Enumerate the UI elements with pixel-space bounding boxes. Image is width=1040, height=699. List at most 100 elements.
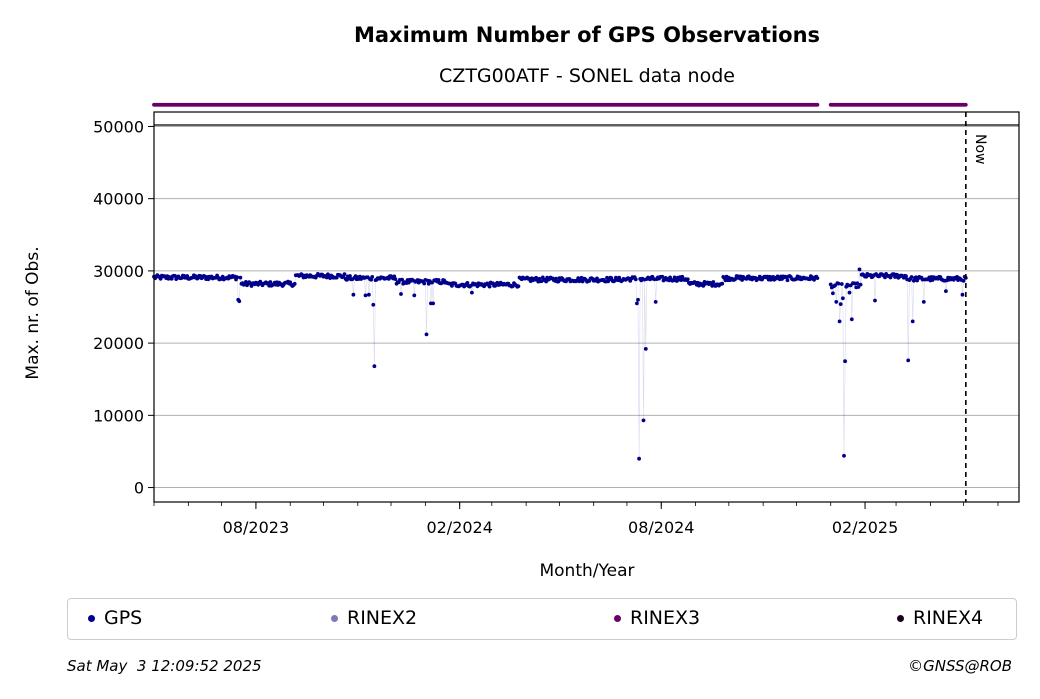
gps-point <box>292 281 297 286</box>
gps-point <box>370 275 375 279</box>
chart-svg: Maximum Number of GPS Observations CZTG0… <box>23 23 1020 581</box>
axes: 0 10000 20000 30000 40000 50000 08/2023 02/2024… <box>93 111 1020 537</box>
gps-point <box>815 276 820 280</box>
legend-item-gps: GPS <box>88 607 142 629</box>
y-tick-label: 50000 <box>93 117 144 136</box>
gps-point <box>685 277 690 282</box>
y-tick-label: 30000 <box>93 262 144 281</box>
gps-point <box>720 281 725 286</box>
plot-area: Now <box>152 102 1019 502</box>
gps-point <box>849 317 854 322</box>
gps-point <box>487 284 492 289</box>
gps-point <box>424 332 429 337</box>
x-tick-label: 02/2025 <box>832 518 898 537</box>
gps-point <box>612 278 617 283</box>
gps-point <box>235 275 240 280</box>
gps-point <box>400 277 404 282</box>
plot-frame <box>153 111 1020 503</box>
x-tick-label: 08/2024 <box>628 518 694 537</box>
gps-point <box>470 290 474 295</box>
y-axis-label: Max. nr. of Obs. <box>23 246 43 379</box>
chart-subtitle: CZTG00ATF - SONEL data node <box>439 65 735 87</box>
grid-lines <box>154 125 1019 489</box>
gps-point <box>906 358 911 363</box>
gps-point <box>393 277 398 281</box>
gps-point <box>636 297 640 302</box>
gps-point <box>412 293 417 298</box>
footer-credit: ©GNSS@ROB <box>908 657 1012 675</box>
gps-point <box>363 293 368 298</box>
rinex4-marker-icon <box>897 614 904 622</box>
gps-point <box>838 302 843 306</box>
gps-point <box>843 359 847 364</box>
gps-point <box>836 281 841 286</box>
gps-point <box>436 278 441 282</box>
y-tick-label: 20000 <box>93 334 144 353</box>
gps-point <box>643 347 648 351</box>
gps-point <box>961 279 966 283</box>
gps-point <box>516 284 521 289</box>
gps-point <box>873 298 877 303</box>
rinex2-marker-icon <box>331 614 338 622</box>
gps-point <box>653 300 658 304</box>
gps-point <box>635 301 639 306</box>
gps-point <box>910 319 915 324</box>
gps-point <box>837 319 842 324</box>
legend-label: RINEX4 <box>913 607 984 629</box>
gps-point <box>831 291 835 296</box>
rinex3-point <box>963 102 968 107</box>
gps-point <box>904 274 908 279</box>
gps-point <box>834 300 839 304</box>
y-tick-label: 0 <box>134 479 144 498</box>
gps-point <box>554 276 558 281</box>
gps-point <box>858 282 863 287</box>
gps-point <box>158 276 163 281</box>
now-label: Now <box>972 134 988 165</box>
gps-point <box>921 300 926 304</box>
gps-point <box>828 282 833 287</box>
gps-point <box>909 275 914 279</box>
gps-point <box>237 299 242 304</box>
legend-item-rinex4: RINEX4 <box>897 607 983 629</box>
rinex3-marker-icon <box>614 614 621 622</box>
gps-point <box>268 280 273 284</box>
x-tick-label: 08/2023 <box>223 518 289 537</box>
gps-point <box>855 281 860 286</box>
x-tick-label: 02/2024 <box>426 518 492 537</box>
x-axis-label: Month/Year <box>539 561 634 581</box>
gps-series-line <box>830 269 967 456</box>
gps-point <box>342 272 347 276</box>
gps-point <box>847 290 852 295</box>
gps-point <box>633 277 638 282</box>
gps-point <box>372 364 377 369</box>
gps-point <box>785 278 790 283</box>
gps-series-line <box>153 273 818 459</box>
gps-point <box>841 296 845 301</box>
gps-point <box>711 280 716 284</box>
legend-label: GPS <box>104 607 143 629</box>
gps-point <box>371 302 376 307</box>
footer-timestamp: Sat May 3 12:09:52 2025 <box>67 657 262 675</box>
legend-item-rinex2: RINEX2 <box>331 607 417 629</box>
gps-marker-icon <box>88 614 95 622</box>
gps-point <box>641 418 646 423</box>
gps-point <box>348 274 352 278</box>
gps-point <box>399 292 403 296</box>
gps-point <box>856 285 861 289</box>
gps-point <box>637 456 641 461</box>
y-tick-label: 40000 <box>93 190 144 209</box>
chart-title: Maximum Number of GPS Observations <box>354 23 820 47</box>
legend-label: RINEX3 <box>630 607 701 629</box>
legend-item-rinex3: RINEX3 <box>614 607 700 629</box>
y-tick-label: 10000 <box>93 406 144 425</box>
gps-point <box>839 282 844 286</box>
gps-point <box>351 292 356 297</box>
gps-point <box>944 289 948 293</box>
gps-point <box>431 301 435 306</box>
gps-point <box>238 275 243 280</box>
legend-label: RINEX2 <box>347 607 418 629</box>
legend: GPS RINEX2 RINEX3 RINEX4 <box>67 598 1017 640</box>
gps-point <box>672 275 677 280</box>
rinex3-point <box>815 102 820 107</box>
gps-point <box>857 267 862 272</box>
